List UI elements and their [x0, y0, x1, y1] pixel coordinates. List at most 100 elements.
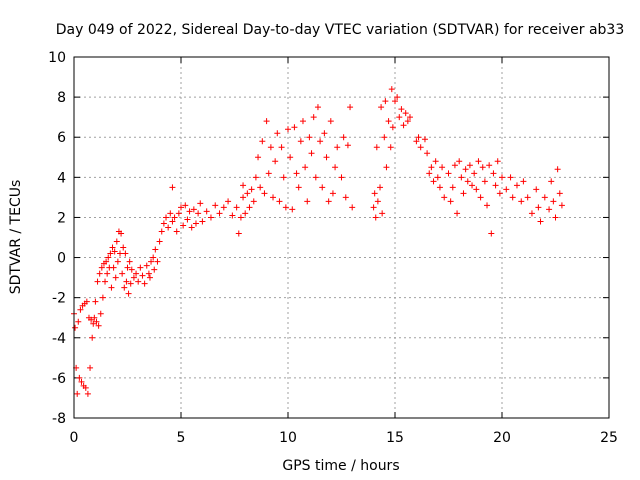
x-tick-label: 25 — [600, 430, 618, 446]
data-point — [186, 208, 193, 215]
data-point — [462, 166, 469, 173]
data-point — [317, 138, 324, 145]
data-point — [456, 158, 463, 165]
data-point — [158, 228, 165, 235]
data-point — [434, 174, 441, 181]
data-point — [130, 274, 137, 281]
data-point — [169, 184, 176, 191]
data-point — [378, 104, 385, 111]
data-point — [310, 114, 317, 121]
y-tick-label: -2 — [52, 291, 66, 307]
data-point — [117, 250, 124, 257]
data-point — [276, 198, 283, 205]
data-point — [394, 94, 401, 101]
data-point — [169, 218, 176, 225]
data-point — [280, 174, 287, 181]
data-point — [382, 98, 389, 105]
data-point — [439, 164, 446, 171]
data-point — [377, 184, 384, 191]
data-point — [285, 126, 291, 133]
data-point — [477, 194, 484, 201]
data-points — [71, 86, 565, 397]
x-tick-label: 5 — [177, 430, 186, 446]
data-point — [91, 314, 98, 321]
data-point — [197, 200, 204, 207]
data-point — [263, 118, 270, 125]
data-point — [125, 290, 132, 297]
data-point — [75, 318, 82, 325]
data-point — [424, 150, 431, 157]
data-point — [250, 198, 257, 205]
data-point — [76, 374, 83, 381]
data-point — [272, 158, 279, 165]
data-point — [126, 258, 133, 265]
data-point — [546, 206, 553, 213]
data-point — [146, 274, 153, 281]
data-point — [89, 334, 96, 341]
data-point — [259, 138, 266, 145]
data-point — [180, 222, 187, 229]
data-point — [334, 144, 341, 151]
data-point — [389, 124, 396, 131]
data-point — [94, 278, 101, 285]
data-point — [282, 204, 289, 211]
data-point — [225, 198, 232, 205]
data-point — [110, 264, 117, 271]
data-point — [451, 162, 458, 169]
data-point — [261, 190, 268, 197]
data-point — [103, 258, 110, 265]
data-point — [96, 270, 103, 277]
data-point — [150, 254, 157, 261]
data-point — [469, 182, 476, 189]
data-point — [127, 280, 134, 287]
y-tick-label: 4 — [57, 170, 66, 186]
data-point — [475, 158, 482, 165]
data-point — [445, 170, 452, 177]
data-point — [74, 390, 81, 397]
data-point — [404, 118, 411, 125]
data-point — [113, 238, 120, 245]
data-point — [124, 264, 131, 271]
data-point — [533, 186, 540, 193]
data-point — [84, 390, 91, 397]
data-point — [119, 270, 126, 277]
x-tick-label: 20 — [493, 430, 511, 446]
data-point — [156, 238, 163, 245]
data-point — [235, 230, 242, 237]
data-point — [460, 190, 467, 197]
data-point — [488, 230, 495, 237]
data-point — [216, 210, 223, 217]
data-point — [287, 154, 294, 161]
data-point — [428, 164, 435, 171]
data-point — [137, 264, 144, 271]
data-point — [308, 150, 315, 157]
data-point — [387, 144, 394, 151]
data-point — [513, 182, 520, 189]
y-tick-label: 6 — [57, 130, 66, 146]
data-point — [471, 170, 478, 177]
data-point — [111, 248, 118, 255]
data-point — [192, 220, 199, 227]
data-point — [165, 224, 172, 231]
data-point — [167, 210, 174, 217]
data-point — [402, 110, 409, 117]
data-point — [398, 106, 405, 113]
data-point — [291, 124, 298, 131]
data-point — [381, 134, 388, 141]
data-point — [104, 270, 111, 277]
data-point — [441, 194, 448, 201]
data-point — [145, 270, 152, 277]
data-point — [344, 142, 351, 149]
data-point — [550, 198, 557, 205]
data-point — [133, 270, 140, 277]
data-point — [518, 198, 525, 205]
data-point — [392, 98, 398, 105]
data-point — [372, 214, 379, 221]
data-point — [105, 254, 112, 261]
data-point — [319, 184, 326, 191]
y-tick-label: -8 — [52, 411, 66, 427]
data-point — [139, 272, 146, 279]
data-point — [77, 306, 84, 313]
data-point — [295, 184, 302, 191]
data-point — [93, 318, 100, 325]
